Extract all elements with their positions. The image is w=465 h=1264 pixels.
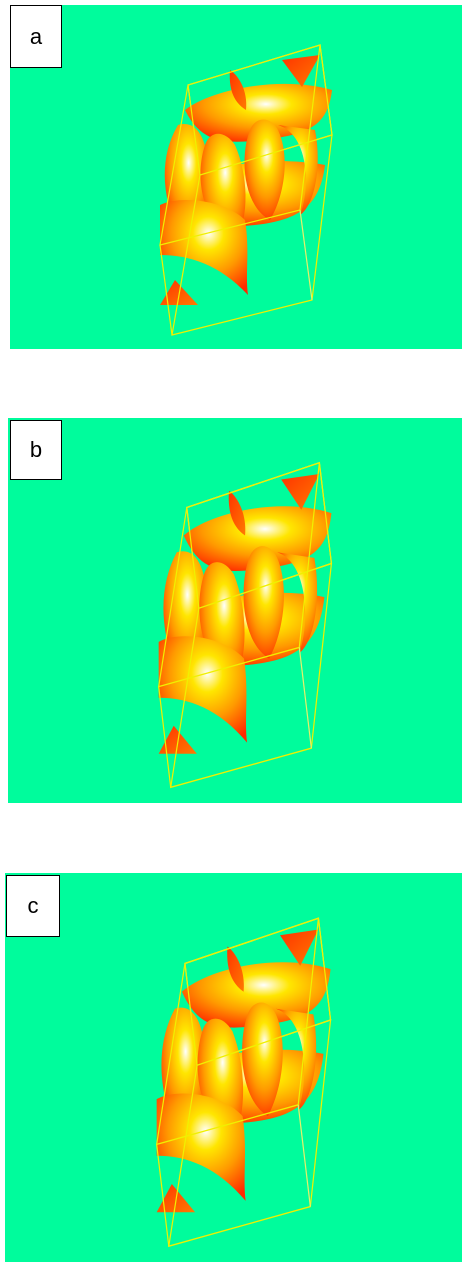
panel-image — [10, 5, 462, 349]
panel-image — [5, 873, 462, 1262]
fermi-surface — [10, 5, 462, 349]
panel-label: a — [10, 5, 62, 68]
panel-label: c — [6, 875, 60, 937]
panel-label: b — [10, 420, 62, 480]
fermi-surface — [8, 418, 462, 803]
panel-image — [8, 418, 462, 803]
fermi-surface — [5, 873, 462, 1262]
page: {"panels": [{"label": "a"}, {"label": "b… — [0, 0, 465, 1264]
